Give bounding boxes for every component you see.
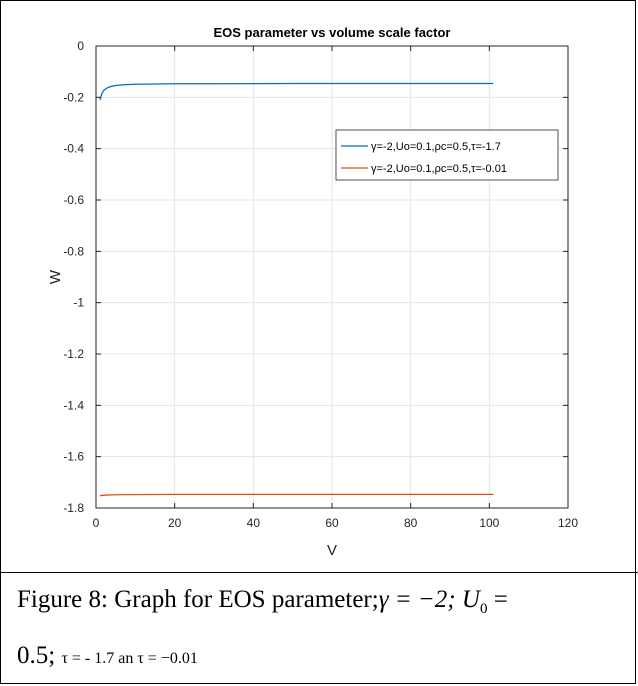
x-tick-label: 40 [247, 516, 261, 530]
y-tick-label: -0.2 [63, 90, 84, 104]
tick-layer: 0 20 40 60 80 100 120 0 -0.2 -0.4 -0.6 -0.8 -1 -1.2 -1… [63, 39, 578, 530]
series-line-2 [99, 493, 494, 497]
caption-u-value: 0.5; [17, 642, 62, 669]
y-tick-label: -0.6 [63, 193, 84, 207]
table-divider [0, 572, 638, 573]
legend: γ=-2,Uo=0.1,ρc=0.5,τ=-1.7 γ=-2,Uo=0.1,ρc… [335, 129, 559, 181]
caption-u-subscript: 0 [479, 601, 488, 617]
x-tick-label: 100 [479, 516, 499, 530]
caption-u-symbol: U [461, 586, 480, 613]
series-layer [99, 82, 494, 497]
caption-u-equals: = [487, 586, 508, 613]
caption-gamma: γ = −2; [378, 586, 462, 613]
y-axis-label: W [47, 269, 64, 284]
x-tick-label: 0 [93, 516, 100, 530]
x-tick-label: 20 [168, 516, 182, 530]
caption-line-1: Figure 8: Graph for EOS parameter;γ = −2… [17, 578, 629, 631]
chart-title: EOS parameter vs volume scale factor [213, 25, 450, 40]
y-tick-label: -1 [73, 296, 84, 310]
x-tick-label: 120 [558, 516, 578, 530]
x-tick-label: 80 [404, 516, 418, 530]
x-tick-label: 60 [325, 516, 339, 530]
legend-label-series-2: γ=-2,Uo=0.1,ρc=0.5,τ=-0.01 [371, 163, 507, 175]
x-axis-label: V [327, 542, 337, 559]
y-tick-label: 0 [77, 39, 84, 53]
y-tick-label: -1.2 [63, 347, 84, 361]
caption-prefix: Figure 8: Graph for EOS parameter; [17, 586, 379, 613]
y-tick-label: -1.4 [63, 398, 84, 412]
y-tick-label: -1.8 [63, 501, 84, 515]
figure-caption: Figure 8: Graph for EOS parameter;γ = −2… [17, 578, 629, 684]
legend-label-series-1: γ=-2,Uo=0.1,ρc=0.5,τ=-1.7 [371, 141, 501, 153]
y-tick-label: -0.8 [63, 244, 84, 258]
caption-tau-1: τ = - 1.7 an [61, 650, 138, 667]
figure-chart: 0 20 40 60 80 100 120 0 -0.2 -0.4 -0.6 -0.8 -1 -1.2 -1… [47, 25, 578, 559]
caption-tau-2: τ = −0.01 [137, 650, 198, 667]
y-tick-label: -0.4 [63, 142, 84, 156]
caption-line-2: 0.5; τ = - 1.7 an τ = −0.01 [17, 631, 629, 684]
legend-box [335, 129, 559, 181]
y-tick-label: -1.6 [63, 450, 84, 464]
series-line-1 [99, 82, 494, 101]
